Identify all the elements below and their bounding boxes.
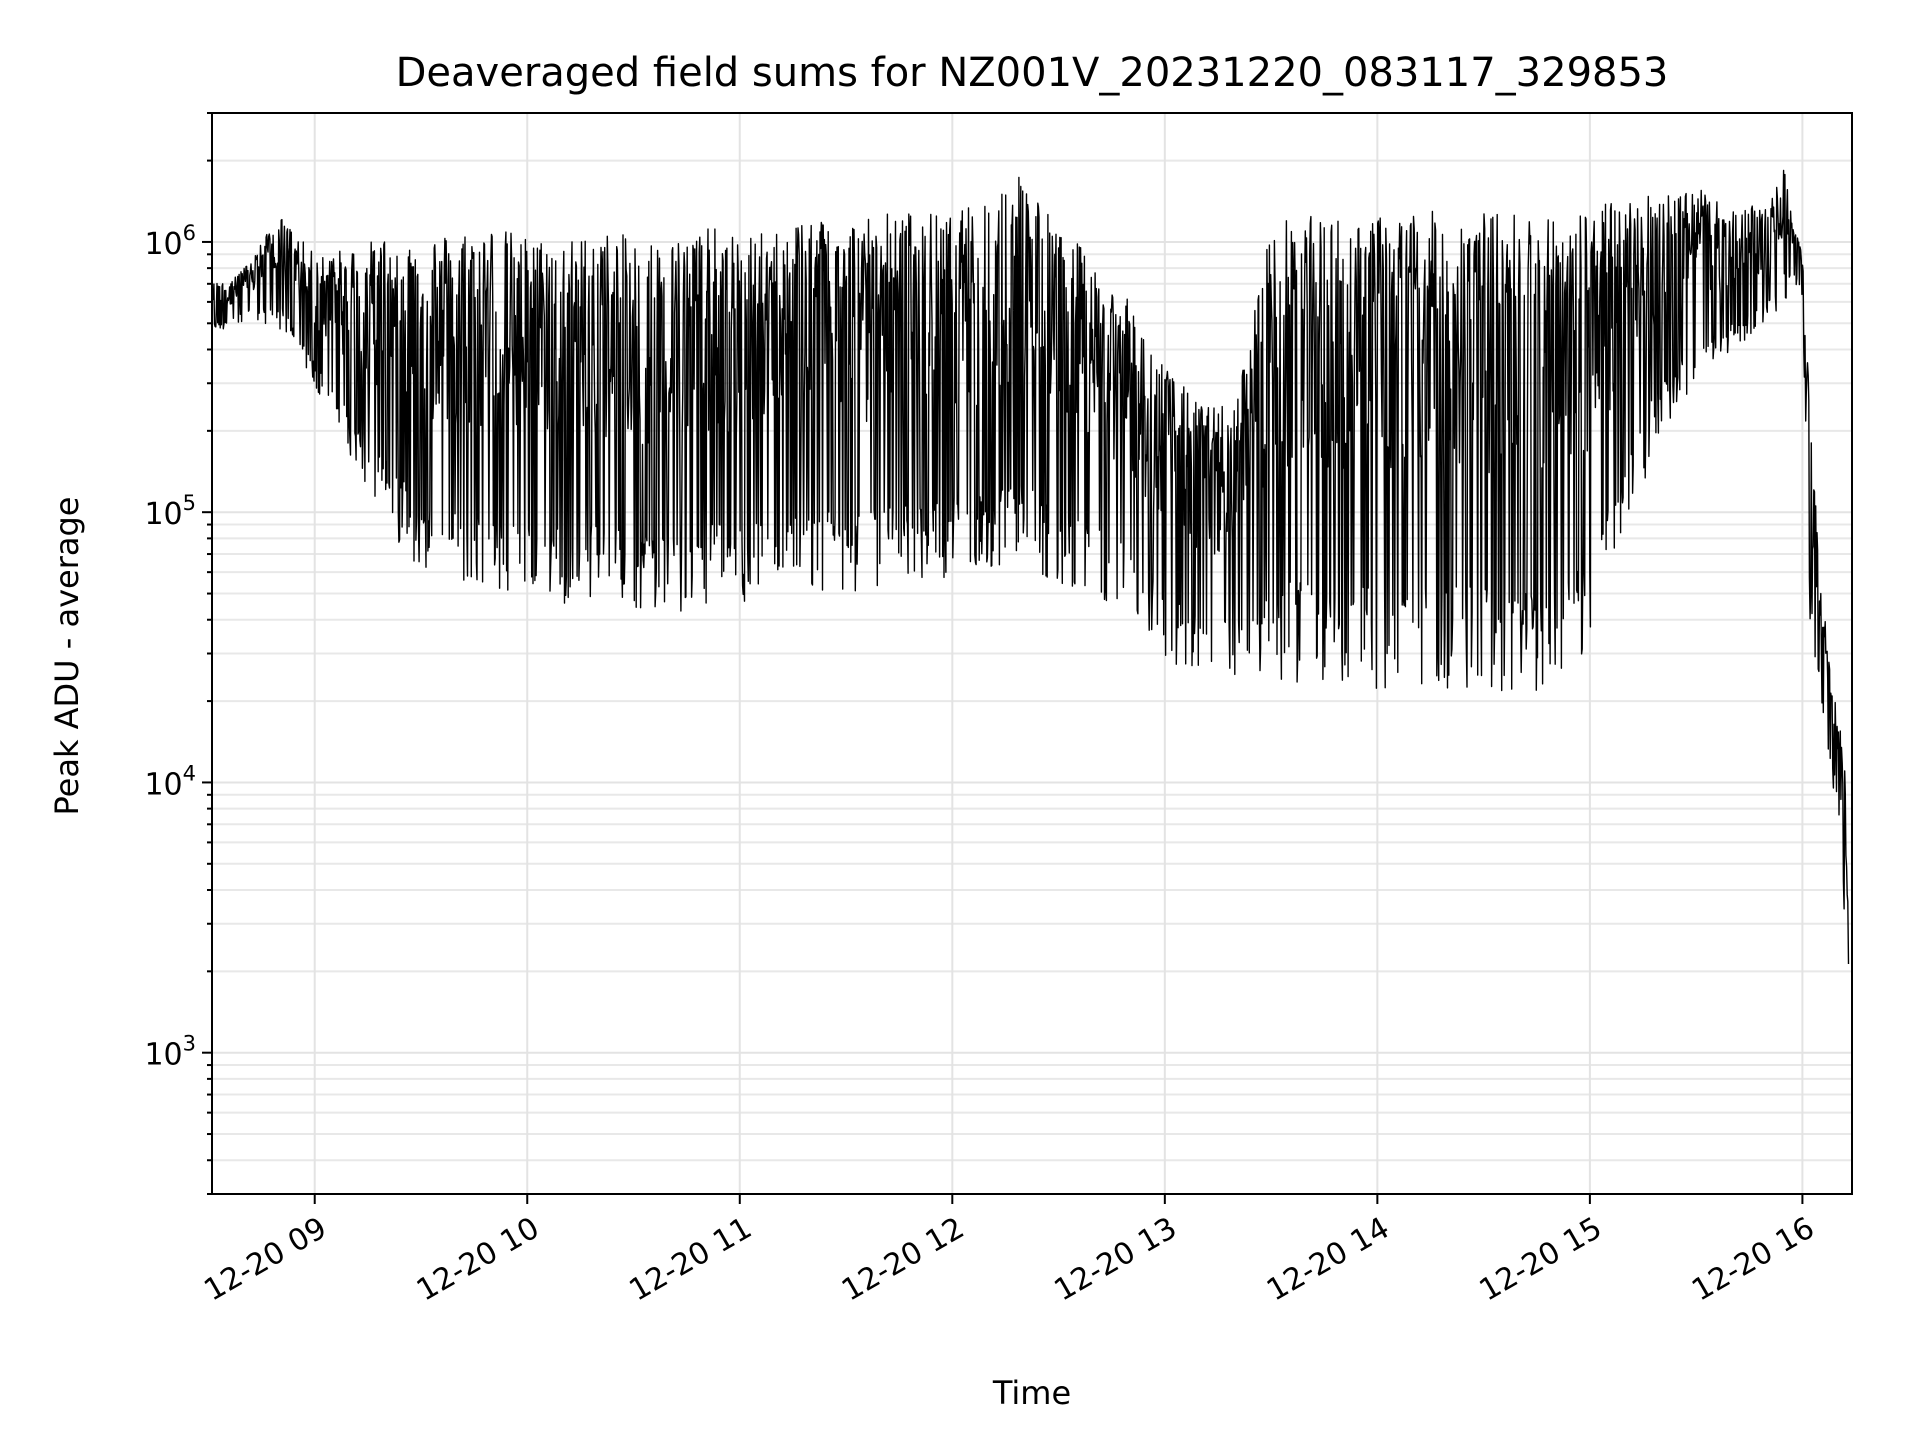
x-axis-title: Time [992, 1374, 1071, 1412]
x-tick-label: 12-20 14 [1261, 1211, 1395, 1309]
y-tick-label: 103 [144, 1032, 196, 1073]
series-line [211, 169, 1850, 965]
y-axis-title: Peak ADU - average [48, 497, 86, 816]
y-tick-label: 105 [144, 491, 196, 532]
y-tick-label: 104 [144, 761, 196, 802]
x-tick-label: 12-20 09 [198, 1211, 332, 1309]
x-tick-label: 12-20 12 [836, 1211, 970, 1309]
x-tick-label: 12-20 13 [1049, 1211, 1183, 1309]
x-tick-label: 12-20 10 [411, 1211, 545, 1309]
x-tick-label: 12-20 16 [1686, 1211, 1820, 1309]
data-series [211, 169, 1850, 965]
x-tick-label: 12-20 15 [1474, 1211, 1608, 1309]
chart-title: Deaveraged field sums for NZ001V_2023122… [396, 50, 1669, 96]
y-tick-label: 106 [144, 221, 196, 262]
x-tick-label: 12-20 11 [623, 1211, 757, 1309]
